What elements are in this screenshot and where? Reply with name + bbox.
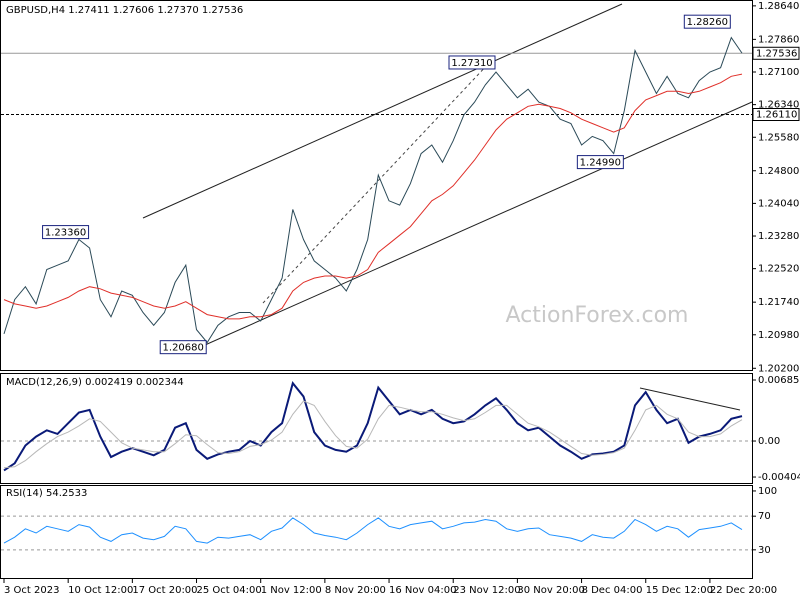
- y-tick-label: 100: [758, 486, 777, 497]
- series-line: [3, 36, 743, 344]
- series-line: [3, 381, 743, 472]
- x-tick-label: 8 Nov 20:00: [325, 585, 386, 596]
- macd-pane: [0, 373, 753, 484]
- price-pane: [0, 0, 753, 371]
- annotation-box: [159, 340, 207, 355]
- price-label-box: [752, 108, 800, 122]
- series-line: [3, 400, 743, 469]
- x-tick-label: 17 Oct 20:00: [132, 585, 197, 596]
- y-tick-label: 1.28640: [758, 1, 799, 12]
- y-tick-label: 1.27100: [758, 67, 799, 78]
- x-tick-label: 16 Nov 04:00: [389, 585, 456, 596]
- annotation-box: [576, 155, 624, 170]
- rsi-name: RSI(14): [6, 488, 43, 499]
- macd-values: 0.002419 0.002344: [85, 377, 184, 388]
- y-tick-label: 30: [758, 545, 771, 556]
- price-label: 1.26110: [756, 110, 797, 121]
- rsi-title: RSI(14) 54.2533: [6, 488, 87, 499]
- y-tick-label: 70: [758, 511, 771, 522]
- y-tick-label: -0.004047: [758, 472, 800, 483]
- y-tick-label: 1.26340: [758, 100, 799, 111]
- x-tick-label: 22 Dec 20:00: [710, 585, 777, 596]
- price-title: GBPUSD,H4 1.27411 1.27606 1.27370 1.2753…: [6, 5, 243, 16]
- y-tick-label: 0.00: [758, 436, 780, 447]
- x-tick-label: 10 Oct 12:00: [68, 585, 133, 596]
- annotation-label: 1.23360: [45, 228, 86, 239]
- symbol: GBPUSD,H4: [6, 5, 65, 16]
- channel-mid: [262, 61, 491, 304]
- y-tick-label: 1.23280: [758, 231, 799, 242]
- rsi-pane: [0, 485, 753, 579]
- y-tick-label: 1.24800: [758, 166, 799, 177]
- rsi-value: 54.2533: [46, 488, 87, 499]
- x-tick-label: 25 Oct 04:00: [197, 585, 262, 596]
- y-tick-label: 1.21740: [758, 297, 799, 308]
- annotation-label: 1.24990: [580, 158, 621, 169]
- x-tick-label: 8 Dec 04:00: [582, 585, 643, 596]
- annotation-label: 1.20680: [163, 343, 204, 354]
- y-tick-label: 1.24040: [758, 198, 799, 209]
- macd-trendline: [639, 387, 741, 411]
- x-tick-label: 23 Nov 12:00: [453, 585, 520, 596]
- annotation-label: 1.27310: [451, 58, 492, 69]
- annotation-box: [448, 55, 496, 70]
- x-tick-label: 3 Oct 2023: [4, 585, 59, 596]
- watermark: ActionForex.com: [506, 303, 689, 328]
- y-tick-label: 1.27860: [758, 34, 799, 45]
- annotation-box: [683, 14, 731, 29]
- y-tick-label: 1.22520: [758, 264, 799, 275]
- macd-title: MACD(12,26,9) 0.002419 0.002344: [6, 377, 184, 388]
- series-line: [3, 73, 743, 320]
- x-tick-label: 30 Nov 20:00: [517, 585, 584, 596]
- series-line: [3, 517, 743, 544]
- annotation-label: 1.28260: [687, 17, 728, 28]
- channel-lower: [204, 101, 753, 346]
- x-tick-label: 15 Dec 12:00: [646, 585, 713, 596]
- y-tick-label: 1.20980: [758, 330, 799, 341]
- y-tick-label: 0.006858: [758, 375, 800, 386]
- x-tick-label: 1 Nov 12:00: [261, 585, 322, 596]
- y-tick-label: 1.25580: [758, 132, 799, 143]
- price-label-box: [752, 46, 800, 60]
- price-label: 1.27536: [756, 48, 797, 59]
- channel-upper: [142, 3, 623, 219]
- annotation-box: [42, 225, 90, 240]
- y-tick-label: 1.20200: [758, 363, 799, 374]
- ohlc: 1.27411 1.27606 1.27370 1.27536: [68, 5, 243, 16]
- macd-name: MACD(12,26,9): [6, 377, 82, 388]
